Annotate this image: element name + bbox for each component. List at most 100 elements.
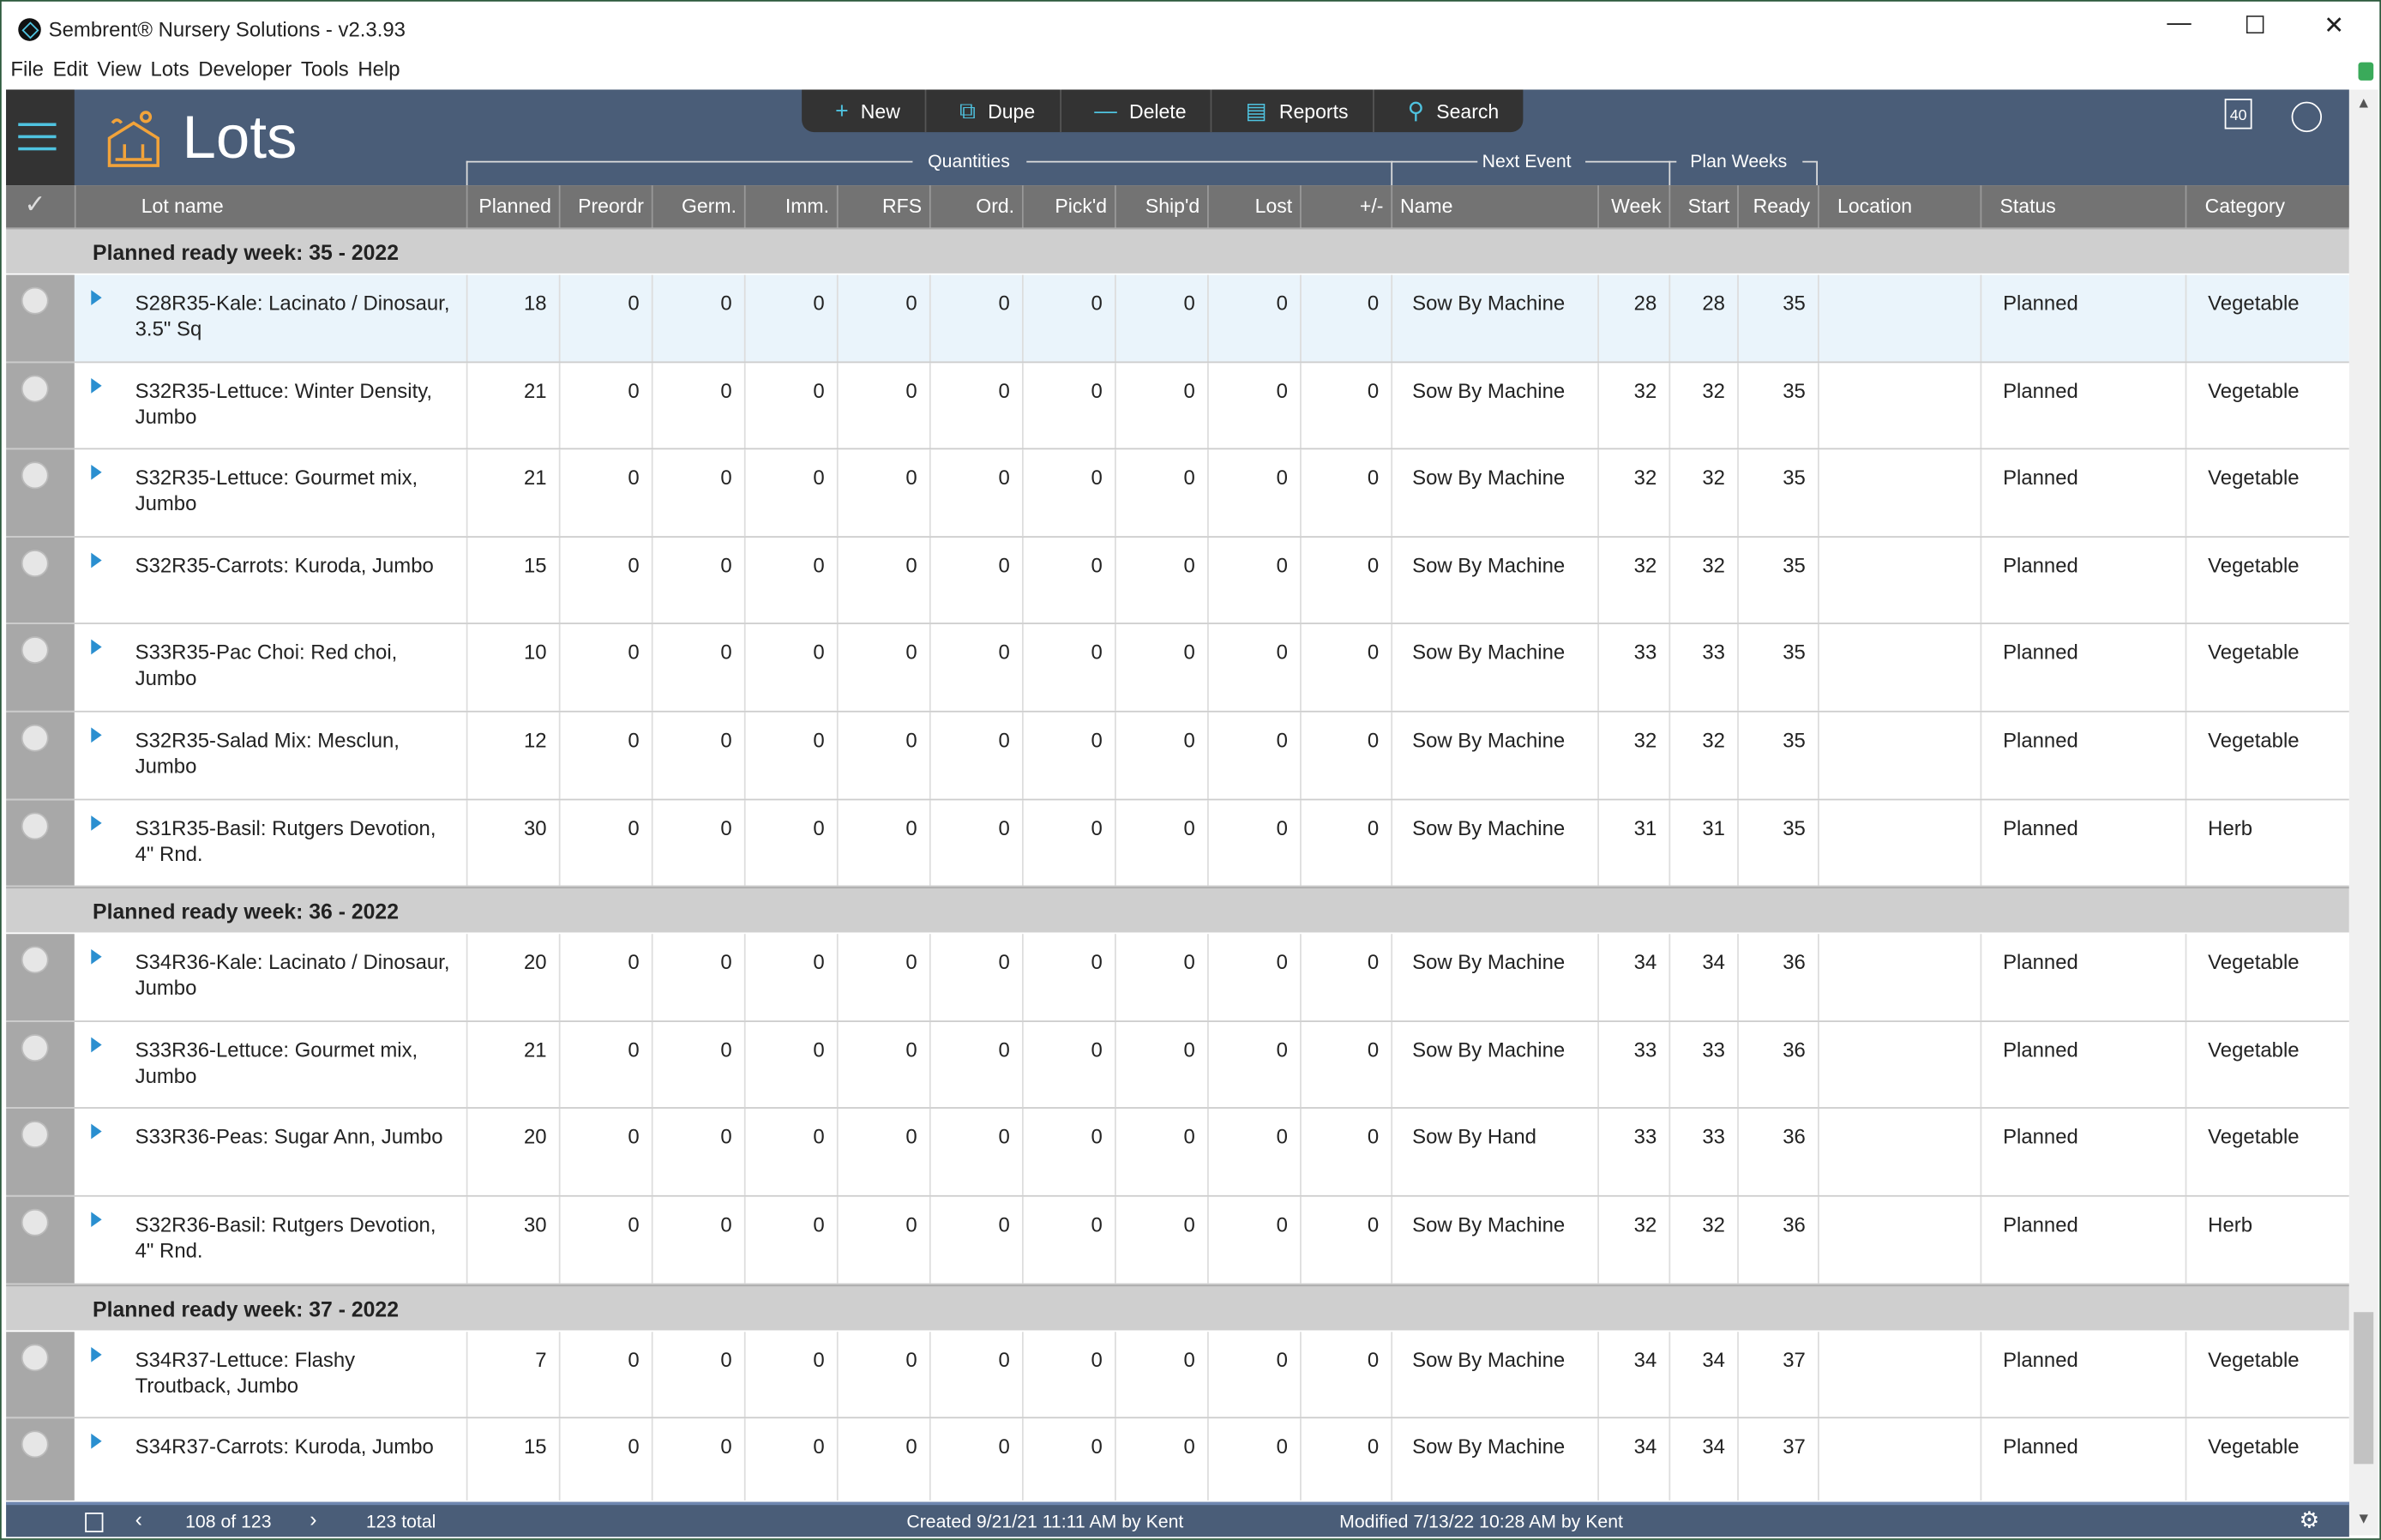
toolbar-label: Reports <box>1278 99 1349 123</box>
expand-arrow-icon[interactable] <box>91 727 102 743</box>
table-row[interactable]: S32R35-Carrots: Kuroda, Jumbo 15 0 0 0 0 0 0 0 0 0… <box>6 537 2349 625</box>
column-header-event-name[interactable]: Name <box>1391 185 1597 228</box>
record-position: 108 of 123 <box>185 1511 272 1533</box>
scroll-up-icon[interactable]: ▲ <box>2355 95 2372 113</box>
calendar-icon[interactable]: 40 <box>2224 99 2252 129</box>
table-row[interactable]: S34R36-Kale: Lacinato / Dinosaur, Jumbo 2… <box>6 934 2349 1022</box>
row-select-radio[interactable] <box>21 374 49 402</box>
expand-arrow-icon[interactable] <box>91 1212 102 1228</box>
expand-arrow-icon[interactable] <box>91 377 102 393</box>
table-row[interactable]: S33R36-Lettuce: Gourmet mix, Jumbo 21 0 0 0 0… <box>6 1021 2349 1110</box>
row-select-radio[interactable] <box>21 1208 49 1236</box>
table-row[interactable]: S33R36-Peas: Sugar Ann, Jumbo 20 0 0 0 0 0 0 0 0 0… <box>6 1109 2349 1197</box>
menu-developer[interactable]: Developer <box>198 57 292 81</box>
menu-view[interactable]: View <box>97 57 141 81</box>
table-row[interactable]: S32R35-Lettuce: Gourmet mix, Jumbo 21 0 0 0 0… <box>6 449 2349 538</box>
search-button[interactable]: ⚲ Search <box>1374 89 1524 132</box>
expand-arrow-icon[interactable] <box>91 949 102 965</box>
group-label: Planned ready week: 37 - 2022 <box>93 1296 400 1321</box>
close-button[interactable]: ✕ <box>2324 13 2345 40</box>
column-header-status[interactable]: Status <box>1980 185 2186 228</box>
scrollbar-thumb[interactable] <box>2354 1312 2374 1465</box>
row-select-radio[interactable] <box>21 1033 49 1062</box>
row-select-radio[interactable] <box>21 946 49 974</box>
next-record-icon[interactable]: › <box>310 1506 317 1531</box>
toolbar-label: Search <box>1436 99 1500 123</box>
settings-gear-icon[interactable]: ⚙ <box>2299 1507 2320 1534</box>
menu-edit[interactable]: Edit <box>52 57 88 81</box>
expand-arrow-icon[interactable] <box>91 1124 102 1140</box>
table-row[interactable]: S28R35-Kale: Lacinato / Dinosaur, 3.5" S… <box>6 274 2349 363</box>
column-header-shipd[interactable]: Ship'd <box>1114 185 1207 228</box>
expand-arrow-icon[interactable] <box>91 1434 102 1449</box>
column-header-pickd[interactable]: Pick'd <box>1021 185 1115 228</box>
minimize-button[interactable]: — <box>2167 10 2192 37</box>
cell-germ: 0 <box>651 934 744 1020</box>
expand-arrow-icon[interactable] <box>91 552 102 568</box>
row-select-radio[interactable] <box>21 461 49 490</box>
previous-record-icon[interactable]: ‹ <box>135 1506 142 1531</box>
scroll-down-icon[interactable]: ▼ <box>2355 1511 2372 1528</box>
table-row[interactable]: S33R35-Pac Choi: Red choi, Jumbo 10 0 0 0 0 0 0… <box>6 624 2349 713</box>
column-header-start[interactable]: Start <box>1669 185 1737 228</box>
column-header-planned[interactable]: Planned <box>466 185 559 228</box>
expand-arrow-icon[interactable] <box>91 465 102 480</box>
row-select-radio[interactable] <box>21 1121 49 1149</box>
row-select-radio[interactable] <box>21 811 49 839</box>
reports-button[interactable]: ▤ Reports <box>1212 89 1374 133</box>
dupe-button[interactable]: ⧉ Dupe <box>926 89 1061 133</box>
expand-arrow-icon[interactable] <box>91 640 102 656</box>
cell-start: 31 <box>1669 799 1737 886</box>
cell-week: 28 <box>1597 274 1669 361</box>
table-row[interactable]: S32R36-Basil: Rutgers Devotion, 4" Rnd. 3… <box>6 1196 2349 1284</box>
column-header-lost[interactable]: Lost <box>1207 185 1300 228</box>
table-row[interactable]: S32R35-Salad Mix: Mesclun, Jumbo 12 0 0 0 0 0 0… <box>6 712 2349 800</box>
group-header[interactable]: Planned ready week: 36 - 2022 <box>6 887 2349 933</box>
hamburger-menu-button[interactable] <box>6 89 75 186</box>
expand-arrow-icon[interactable] <box>91 1037 102 1053</box>
select-all-checkmark-icon[interactable]: ✓ <box>24 189 46 220</box>
table-row[interactable]: S32R35-Lettuce: Winter Density, Jumbo 21 0… <box>6 362 2349 450</box>
column-header-week[interactable]: Week <box>1597 185 1669 228</box>
menu-help[interactable]: Help <box>358 57 400 81</box>
column-header-imm[interactable]: Imm. <box>743 185 837 228</box>
cell-location <box>1818 1331 1981 1417</box>
row-select-radio[interactable] <box>21 724 49 752</box>
row-select-radio[interactable] <box>21 1343 49 1371</box>
column-header-category[interactable]: Category <box>2185 185 2349 228</box>
page-header: Lots + New ⧉ Dupe — Delete ▤ Reports ⚲ Search 40 … <box>6 89 2349 186</box>
table-row[interactable]: S34R37-Lettuce: Flashy Troutback, Jumbo 7… <box>6 1331 2349 1419</box>
menu-lots[interactable]: Lots <box>150 57 189 81</box>
expand-arrow-icon[interactable] <box>91 290 102 305</box>
delete-button[interactable]: — Delete <box>1061 89 1212 133</box>
column-header-ready[interactable]: Ready <box>1737 185 1818 228</box>
cell-ready: 36 <box>1737 1021 1818 1108</box>
row-select-radio[interactable] <box>21 549 49 577</box>
group-header[interactable]: Planned ready week: 37 - 2022 <box>6 1284 2349 1330</box>
column-header-plus-minus[interactable]: +/- <box>1300 185 1391 228</box>
row-select-radio[interactable] <box>21 1430 49 1459</box>
maximize-button[interactable]: ☐ <box>2244 13 2266 40</box>
vertical-scrollbar[interactable]: ▲ ▼ <box>2348 89 2378 1536</box>
column-header-germ[interactable]: Germ. <box>651 185 744 228</box>
expand-arrow-icon[interactable] <box>91 815 102 831</box>
menu-tools[interactable]: Tools <box>300 57 349 81</box>
panel-toggle-icon[interactable] <box>85 1513 104 1533</box>
table-row[interactable]: S34R37-Carrots: Kuroda, Jumbo 15 0 0 0 0 0 0 0 0 0… <box>6 1418 2349 1501</box>
new-button[interactable]: + New <box>802 89 926 133</box>
column-header-location[interactable]: Location <box>1818 185 1981 228</box>
cell-preordr: 0 <box>558 274 652 361</box>
column-header-preordr[interactable]: Preordr <box>558 185 652 228</box>
row-select-radio[interactable] <box>21 636 49 665</box>
column-header-ord[interactable]: Ord. <box>929 185 1022 228</box>
expand-arrow-icon[interactable] <box>91 1346 102 1362</box>
cell-preordr: 0 <box>558 537 652 623</box>
cell-plus-minus: 0 <box>1300 1021 1391 1108</box>
column-header-rfs[interactable]: RFS <box>836 185 929 228</box>
user-account-icon[interactable] <box>2291 101 2323 133</box>
column-header-lot-name[interactable]: Lot name <box>74 185 466 228</box>
group-header[interactable]: Planned ready week: 35 - 2022 <box>6 227 2349 274</box>
row-select-radio[interactable] <box>21 286 49 315</box>
menu-file[interactable]: File <box>10 57 44 81</box>
table-row[interactable]: S31R35-Basil: Rutgers Devotion, 4" Rnd. 3… <box>6 799 2349 887</box>
